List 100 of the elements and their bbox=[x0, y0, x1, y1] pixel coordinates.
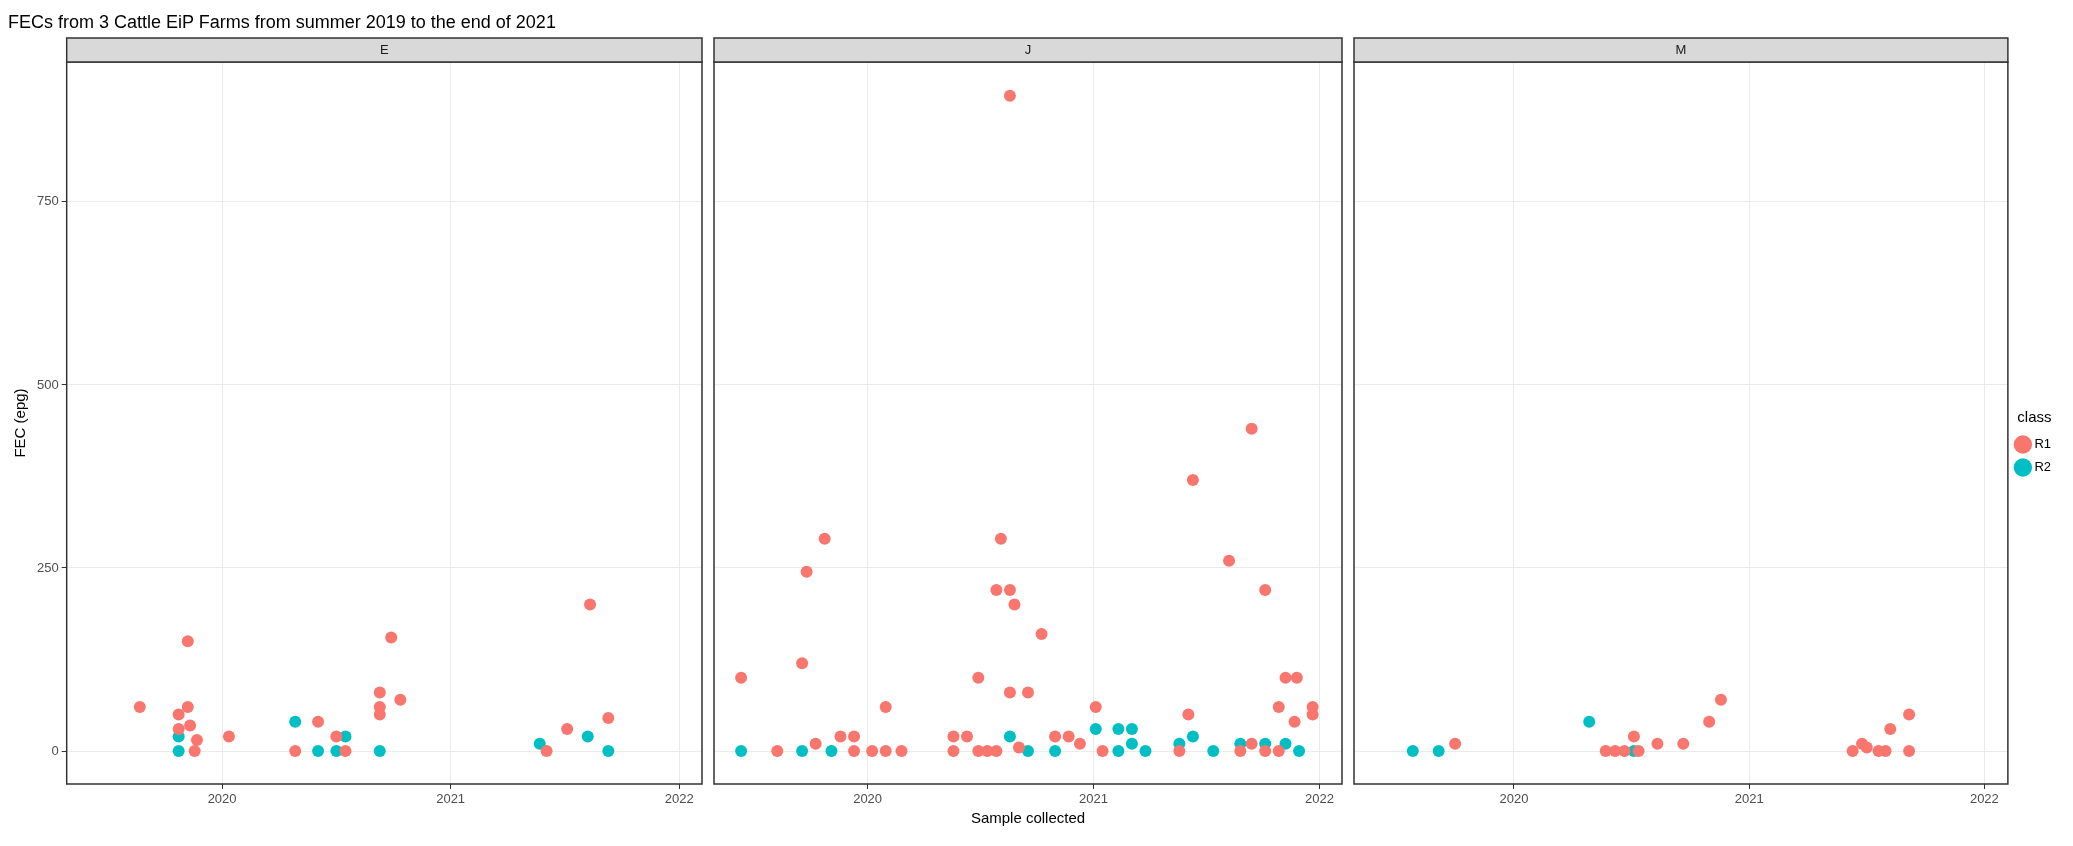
point bbox=[879, 701, 892, 714]
point bbox=[385, 631, 398, 644]
point bbox=[133, 701, 146, 714]
x-tick-label: 2021 bbox=[1734, 791, 1764, 807]
point bbox=[602, 745, 615, 758]
point bbox=[184, 719, 197, 732]
point bbox=[1449, 737, 1462, 750]
point bbox=[172, 745, 185, 758]
point bbox=[1207, 745, 1220, 758]
point bbox=[1112, 745, 1125, 758]
point bbox=[1406, 745, 1419, 758]
point bbox=[800, 565, 813, 578]
point bbox=[735, 745, 748, 758]
chart-subtitle: M bbox=[1675, 41, 1687, 57]
point bbox=[1003, 89, 1016, 102]
point bbox=[339, 745, 352, 758]
point bbox=[947, 730, 960, 743]
point bbox=[848, 745, 861, 758]
point bbox=[796, 745, 809, 758]
x-tick-label: 2022 bbox=[1304, 791, 1334, 807]
point bbox=[289, 715, 302, 728]
point bbox=[1259, 745, 1272, 758]
point bbox=[848, 730, 861, 743]
point bbox=[834, 730, 847, 743]
point bbox=[735, 671, 748, 684]
point bbox=[1125, 737, 1138, 750]
point bbox=[1035, 627, 1048, 640]
x-tick-label: 2020 bbox=[853, 791, 883, 807]
point bbox=[1432, 745, 1445, 758]
legend-title: class bbox=[2017, 407, 2052, 425]
point bbox=[312, 715, 325, 728]
point bbox=[1186, 730, 1199, 743]
point bbox=[1288, 715, 1301, 728]
point bbox=[581, 730, 594, 743]
point bbox=[825, 745, 838, 758]
point bbox=[1259, 583, 1272, 596]
point bbox=[561, 723, 574, 736]
point bbox=[1012, 741, 1025, 754]
x-axis-title: Sample collected bbox=[970, 809, 1086, 827]
chart-title: FECs from 3 Cattle EiP Farms from summer 2019 to the end of 2021 bbox=[8, 11, 557, 34]
point bbox=[1651, 737, 1664, 750]
point bbox=[1632, 745, 1645, 758]
point bbox=[188, 745, 201, 758]
y-axis-title: FEC (epg) bbox=[11, 388, 29, 458]
point bbox=[181, 635, 194, 648]
point bbox=[1089, 723, 1102, 736]
point bbox=[1173, 745, 1186, 758]
point bbox=[818, 532, 831, 545]
point bbox=[1583, 715, 1596, 728]
point bbox=[796, 657, 809, 670]
point bbox=[222, 730, 235, 743]
point bbox=[1714, 693, 1727, 706]
point bbox=[1677, 737, 1690, 750]
point bbox=[312, 745, 325, 758]
point bbox=[1290, 671, 1303, 684]
point bbox=[866, 745, 879, 758]
point bbox=[1089, 701, 1102, 714]
point bbox=[1272, 701, 1285, 714]
point bbox=[990, 583, 1003, 596]
point bbox=[1245, 737, 1258, 750]
point bbox=[373, 686, 386, 699]
point bbox=[961, 730, 974, 743]
y-tick-label: 750 bbox=[36, 193, 59, 209]
legend-label: R2 bbox=[2034, 459, 2052, 475]
point bbox=[1627, 730, 1640, 743]
point bbox=[1903, 708, 1916, 721]
x-tick-label: 2020 bbox=[1499, 791, 1529, 807]
point bbox=[1073, 737, 1086, 750]
point bbox=[809, 737, 822, 750]
point bbox=[1022, 686, 1034, 699]
point bbox=[289, 745, 302, 758]
point bbox=[1008, 598, 1021, 611]
point bbox=[1223, 554, 1236, 567]
point bbox=[1125, 723, 1138, 736]
x-tick-label: 2020 bbox=[207, 791, 237, 807]
point bbox=[1293, 745, 1306, 758]
point bbox=[1186, 474, 1199, 487]
legend-label: R1 bbox=[2034, 436, 2052, 452]
point bbox=[373, 745, 386, 758]
point bbox=[1003, 583, 1016, 596]
point bbox=[533, 737, 546, 750]
point bbox=[172, 723, 185, 736]
point bbox=[190, 734, 203, 747]
point bbox=[771, 745, 784, 758]
x-tick-label: 2021 bbox=[436, 791, 466, 807]
point bbox=[181, 701, 194, 714]
point bbox=[947, 745, 960, 758]
point bbox=[1618, 745, 1631, 758]
point bbox=[1884, 723, 1897, 736]
point bbox=[879, 745, 892, 758]
point bbox=[1903, 745, 1916, 758]
point bbox=[1272, 745, 1285, 758]
point bbox=[1703, 715, 1716, 728]
point bbox=[1062, 730, 1075, 743]
point bbox=[394, 693, 407, 706]
point bbox=[895, 745, 908, 758]
point bbox=[1279, 671, 1292, 684]
point bbox=[1860, 741, 1873, 754]
point bbox=[330, 730, 343, 743]
point bbox=[584, 598, 597, 611]
